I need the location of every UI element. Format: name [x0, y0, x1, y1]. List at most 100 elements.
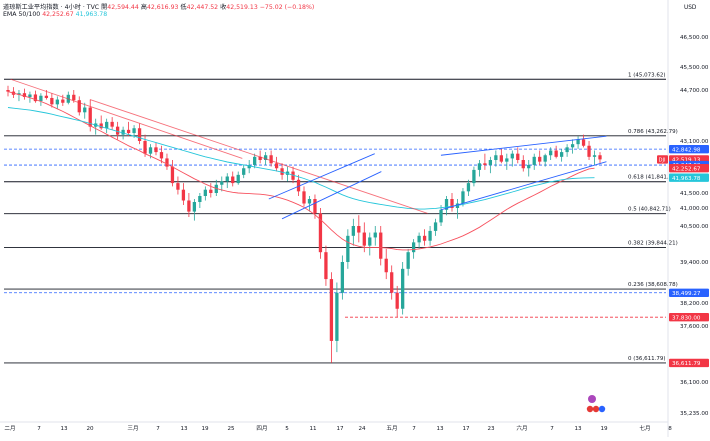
candle-body [368, 237, 372, 246]
candle-body [433, 222, 438, 231]
symbol-badge-label: DJI [659, 158, 667, 164]
candle-body [346, 235, 350, 262]
trendline [268, 153, 375, 200]
candle-body [384, 258, 388, 273]
trendline [281, 171, 382, 220]
y-axis-tick-label: 35,235.00 [680, 411, 709, 417]
candle-body [88, 107, 92, 127]
candle-body [411, 242, 416, 253]
candle-body [296, 179, 301, 192]
price-badge [669, 144, 709, 154]
candle-body [126, 129, 131, 134]
candle-body [428, 230, 432, 241]
candle-body [483, 163, 487, 165]
candle-body [263, 155, 268, 160]
candle-body [105, 121, 109, 129]
candle-body [559, 152, 564, 157]
x-axis-tick-label: 五月 [386, 425, 397, 432]
x-axis-tick-label: 24 [358, 426, 366, 432]
x-axis-tick-label: 四月 [256, 425, 267, 432]
open-label: 開 [101, 4, 108, 11]
close-label: 收 [220, 4, 227, 11]
fib-level-label: 0.236 (38,608.78) [628, 282, 678, 288]
x-axis-tick-label: 13 [60, 426, 68, 432]
candle-body [549, 150, 553, 156]
y-axis-tick-label: 41,000.00 [680, 206, 709, 212]
x-axis-tick-label: 19 [600, 426, 608, 432]
candle-body [39, 95, 43, 102]
candle-body [335, 292, 339, 341]
x-axis-tick-label: 7 [550, 426, 554, 432]
candle-body [203, 189, 207, 196]
fib-level-label: 0.5 (40,842.71) [628, 207, 671, 213]
candle-body [50, 97, 54, 105]
candle-body [33, 94, 38, 102]
candle-body [72, 94, 76, 101]
candle-body [6, 90, 10, 92]
price-badge [669, 163, 709, 173]
candle-body [422, 235, 427, 241]
candle-body [390, 272, 394, 293]
candle-body [516, 153, 520, 160]
candle-body [510, 153, 514, 159]
y-axis-tick-label: 45,500.00 [680, 65, 709, 71]
candle-body [581, 139, 586, 146]
candle-body [22, 93, 27, 98]
candle-body [362, 232, 366, 246]
candle-body [214, 184, 218, 193]
candle-body [143, 141, 147, 154]
candle-body [280, 168, 284, 175]
candle-body [450, 199, 454, 208]
channel-line [89, 99, 428, 214]
candle-body [302, 191, 306, 204]
trendline [440, 135, 607, 156]
candle-body [274, 163, 279, 169]
candle-body [444, 199, 449, 210]
y-axis-tick-label: 36,100.00 [680, 380, 709, 386]
candle-body [554, 150, 558, 157]
candle-body [225, 176, 229, 182]
high-label: 高 [140, 4, 147, 11]
y-axis-tick-label: 39,400.00 [680, 260, 709, 266]
price-badge-label: 38,499.27 [672, 291, 701, 297]
x-axis-tick-label: 7 [156, 426, 160, 432]
candle-body [253, 156, 257, 165]
candle-body [121, 129, 125, 135]
candle-body [379, 232, 383, 259]
candle-body [154, 147, 158, 153]
candle-body [472, 169, 476, 184]
candle-body [165, 158, 169, 167]
price-badge-label: 36,611.79 [672, 361, 701, 367]
candle-body [187, 200, 191, 212]
candle-body [137, 128, 142, 141]
fib-level-label: 0 (36,611.79) [628, 356, 666, 362]
candle-body [28, 94, 32, 98]
x-axis-tick-label: 三月 [127, 425, 138, 432]
high-value: 42,616.93 [146, 4, 179, 11]
symbol-title: 道琼斯工业平均指数 · 4小时 · TVC [3, 4, 100, 11]
candle-body [538, 156, 542, 162]
candle-body [543, 155, 547, 162]
x-axis-tick-label: 7 [37, 426, 41, 432]
x-axis-tick-label: 23 [487, 426, 495, 432]
candle-body [55, 99, 59, 105]
fib-level-label: 0.618 (41,841.20) [628, 175, 678, 181]
candle-body [406, 252, 410, 269]
x-axis-tick-label: 25 [227, 426, 235, 432]
low-label: 低 [180, 4, 187, 11]
ema50-line [7, 91, 595, 251]
price-badge [669, 173, 709, 182]
header-line-2: EMA 50/100 42,252.67 41,963.78 [3, 11, 107, 18]
candle-body [110, 121, 114, 127]
low-value: 42,447.52 [186, 4, 219, 11]
x-axis-tick-label: 7 [412, 426, 416, 432]
fib-level-label: 0.786 (43,262.79) [628, 129, 678, 135]
x-axis-tick-label: 19 [201, 426, 209, 432]
candle-body [307, 199, 312, 204]
candle-body [61, 99, 65, 103]
change-value: −75.02 (−0.18%) [259, 4, 315, 11]
candle-body [340, 262, 345, 293]
